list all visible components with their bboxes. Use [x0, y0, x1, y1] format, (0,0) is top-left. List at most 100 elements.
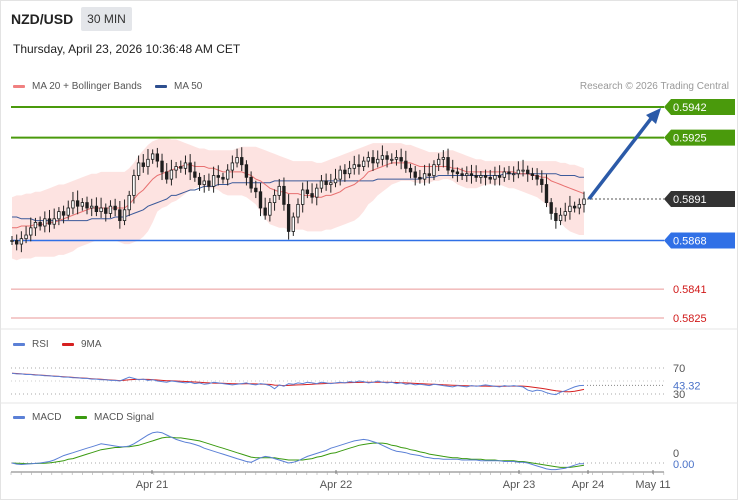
candle-up	[479, 175, 483, 178]
legend-label: RSI	[32, 339, 49, 350]
candle-down	[469, 173, 474, 176]
candle-down	[488, 176, 492, 180]
candle-up	[291, 216, 295, 232]
macd-last-label: 0.00	[673, 459, 694, 471]
candle-up	[296, 203, 300, 218]
candle-down	[404, 160, 408, 169]
legend-macd: MACD	[13, 412, 61, 423]
symbol-title: NZD/USD	[11, 11, 74, 27]
candle-down	[446, 157, 450, 171]
candle-down	[310, 193, 314, 198]
candle-down	[165, 171, 169, 180]
candle-down	[343, 169, 347, 175]
candle-down	[207, 180, 211, 187]
candle-up	[436, 158, 441, 166]
x-tick-label: Apr 21	[136, 479, 168, 491]
candle-up	[150, 153, 155, 160]
candle-down	[179, 166, 183, 169]
candle-down	[526, 169, 530, 175]
candle-up	[169, 169, 174, 180]
candle-down	[155, 153, 160, 162]
candle-up	[333, 178, 338, 184]
candle-down	[371, 157, 375, 164]
candle-up	[90, 205, 94, 209]
candle-down	[418, 176, 422, 180]
candle-up	[376, 158, 380, 164]
candle-up	[52, 218, 56, 225]
candle-up	[80, 202, 85, 207]
level-label: 0.5942	[673, 102, 707, 114]
candle-down	[305, 189, 310, 194]
candle-up	[24, 234, 28, 240]
candle-up	[122, 209, 127, 222]
candle-down	[324, 180, 328, 185]
legend-bollinger: MA 20 + Bollinger Bands	[13, 81, 142, 92]
candle-up	[441, 157, 446, 160]
candle-down	[160, 160, 164, 173]
candle-up	[136, 162, 141, 176]
macd-signal-line	[11, 436, 585, 468]
candle-up	[29, 227, 33, 236]
legend-label: MACD Signal	[94, 412, 155, 423]
candle-down	[357, 164, 361, 167]
legend-rsi: RSI	[13, 339, 49, 350]
candle-up	[33, 222, 38, 229]
rsi-tick-label: 30	[673, 389, 685, 401]
level-label: 0.5891	[673, 194, 707, 206]
candle-down	[451, 169, 455, 173]
candle-up	[174, 166, 178, 171]
candle-up	[272, 194, 277, 203]
candle-down	[15, 240, 19, 245]
candle-up	[71, 200, 75, 209]
x-tick-label: Apr 22	[320, 479, 352, 491]
candle-up	[319, 180, 324, 189]
candle-up	[183, 162, 188, 169]
legend-swatch	[155, 85, 167, 88]
legend-swatch	[13, 85, 25, 88]
candle-down	[483, 175, 488, 178]
candle-up	[43, 218, 47, 227]
timeframe-button[interactable]: 30 MIN	[81, 7, 132, 31]
candle-up	[268, 202, 272, 216]
candle-down	[530, 173, 535, 176]
candle-up	[301, 189, 305, 205]
legend-swatch	[62, 343, 74, 346]
level-tag	[664, 190, 735, 207]
candle-up	[19, 238, 24, 245]
candle-up	[465, 173, 469, 176]
macd-line	[11, 431, 584, 471]
candle-up	[132, 175, 136, 196]
candle-up	[432, 164, 436, 176]
candle-up	[347, 167, 352, 175]
candle-up	[390, 158, 394, 161]
candle-up	[568, 205, 572, 212]
candle-up	[493, 175, 497, 180]
candle-down	[75, 200, 80, 207]
candle-up	[352, 164, 356, 169]
candle-down	[249, 176, 253, 189]
ma50-line	[12, 173, 584, 222]
candle-down	[572, 205, 577, 209]
candle-down	[85, 202, 89, 209]
level-tag	[664, 232, 735, 249]
candle-up	[57, 211, 61, 220]
candle-up	[558, 214, 563, 222]
legend-macd-signal: MACD Signal	[75, 412, 154, 423]
legend-rsi-ma: 9MA	[62, 339, 102, 350]
candle-up	[361, 160, 366, 167]
rsi-last-label: 43.32	[673, 380, 701, 392]
candle-up	[422, 173, 427, 180]
candle-up	[202, 180, 206, 185]
candle-up	[338, 169, 342, 180]
candle-up	[66, 207, 70, 216]
candle-down	[460, 173, 464, 176]
candle-up	[99, 207, 103, 212]
candle-down	[535, 175, 539, 180]
projection-arrowhead	[646, 108, 661, 124]
candle-down	[263, 207, 267, 216]
candle-down	[540, 178, 544, 185]
candle-down	[282, 185, 286, 205]
candle-up	[366, 157, 371, 162]
legend-swatch	[13, 343, 25, 346]
candle-down	[141, 162, 145, 167]
